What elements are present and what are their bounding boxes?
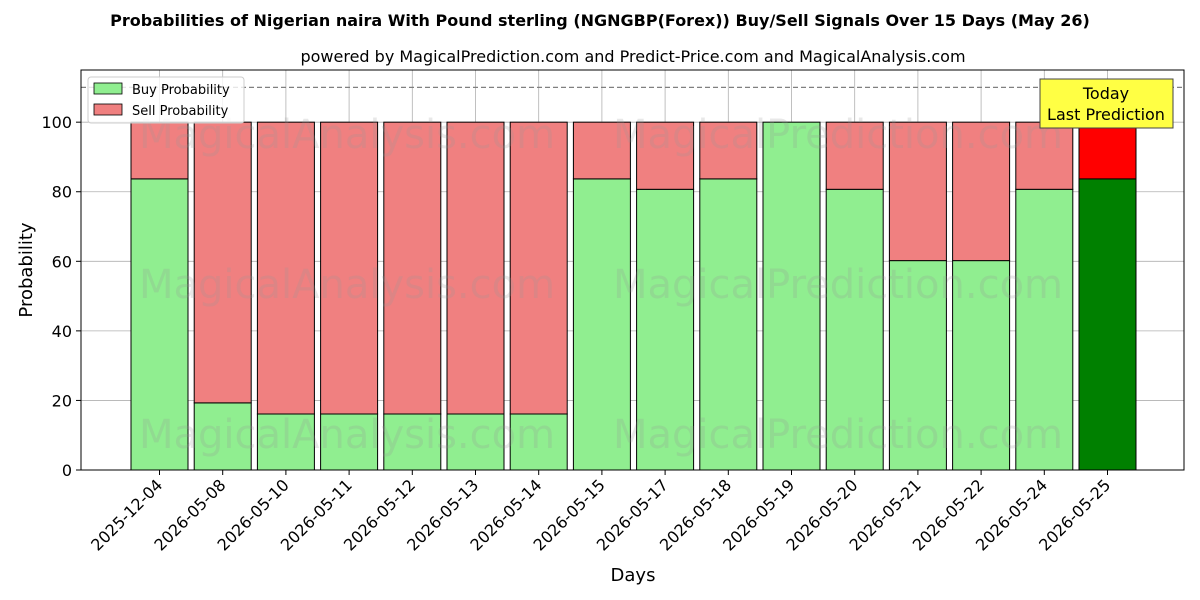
bar-buy-2026-05-24	[1015, 188, 1074, 471]
bar-sell-2026-05-20	[825, 121, 884, 190]
legend-swatch-sell	[93, 103, 123, 116]
bar-buy-2026-05-15	[572, 178, 631, 471]
plot-frame	[80, 69, 1185, 471]
chart-title: Probabilities of Nigerian naira With Pou…	[110, 11, 1090, 30]
bar-sell-2026-05-17	[636, 121, 695, 190]
watermark-right: MagicalPrediction.com	[613, 112, 1063, 158]
legend-label-buy: Buy Probability	[132, 83, 230, 98]
x-axis-ticks: 2025-12-042026-05-082026-05-102026-05-11…	[87, 470, 1114, 555]
bar-buy-2026-05-08	[193, 402, 252, 471]
bar-buy-2026-05-18	[699, 178, 758, 471]
bar-sell-2026-05-10	[256, 121, 315, 415]
bar-buy-2026-05-22	[952, 260, 1011, 471]
legend-frame	[87, 76, 245, 124]
legend: Buy Probability Sell Probability	[87, 76, 245, 124]
annotation-line-1: Today	[1082, 84, 1129, 103]
bar-buy-2026-05-17	[636, 188, 695, 471]
legend-label-sell: Sell Probability	[132, 104, 229, 119]
watermarks: MagicalAnalysis.com MagicalPrediction.com…	[139, 112, 1063, 458]
bar-buy-2026-05-19	[762, 121, 821, 471]
watermark-right: MagicalPrediction.com	[613, 412, 1063, 458]
bars	[130, 121, 1137, 471]
y-tick-label: 60	[52, 252, 72, 271]
bar-buy-2026-05-14	[509, 413, 568, 471]
bar-sell-2026-05-25	[1078, 121, 1137, 180]
bar-sell-2026-05-11	[320, 121, 379, 415]
bar-sell-2026-05-14	[509, 121, 568, 415]
y-tick-label: 20	[52, 391, 72, 410]
bar-sell-2026-05-15	[572, 121, 631, 180]
bar-buy-2026-05-12	[383, 413, 442, 471]
bar-sell-2026-05-18	[699, 121, 758, 180]
bar-sell-2026-05-13	[446, 121, 505, 415]
bar-buy-2026-05-10	[256, 413, 315, 471]
bar-sell-2026-05-22	[952, 121, 1011, 262]
bar-sell-2025-12-04	[130, 121, 189, 180]
bar-buy-2026-05-21	[888, 260, 947, 471]
legend-swatch-buy	[93, 82, 123, 95]
x-axis-label: Days	[611, 565, 656, 586]
bar-buy-2026-05-25	[1078, 178, 1137, 471]
watermark-left: MagicalAnalysis.com	[139, 262, 555, 308]
bar-sell-2026-05-21	[888, 121, 947, 262]
y-tick-label: 0	[62, 461, 72, 480]
bar-sell-2026-05-12	[383, 121, 442, 415]
today-annotation: Today Last Prediction	[1039, 78, 1174, 129]
y-axis-ticks: 0 20 40 60 80 100	[41, 113, 81, 480]
bar-buy-2026-05-20	[825, 188, 884, 471]
annotation-line-2: Last Prediction	[1047, 105, 1165, 124]
chart-subtitle: powered by MagicalPrediction.com and Pre…	[300, 47, 965, 66]
y-tick-label: 80	[52, 183, 72, 202]
watermark-right: MagicalPrediction.com	[613, 262, 1063, 308]
annotation-box	[1039, 78, 1174, 129]
bar-buy-2026-05-13	[446, 413, 505, 471]
y-tick-label: 40	[52, 322, 72, 341]
y-axis-label: Probability	[16, 222, 37, 317]
y-tick-label: 100	[41, 113, 72, 132]
watermark-left: MagicalAnalysis.com	[139, 412, 555, 458]
